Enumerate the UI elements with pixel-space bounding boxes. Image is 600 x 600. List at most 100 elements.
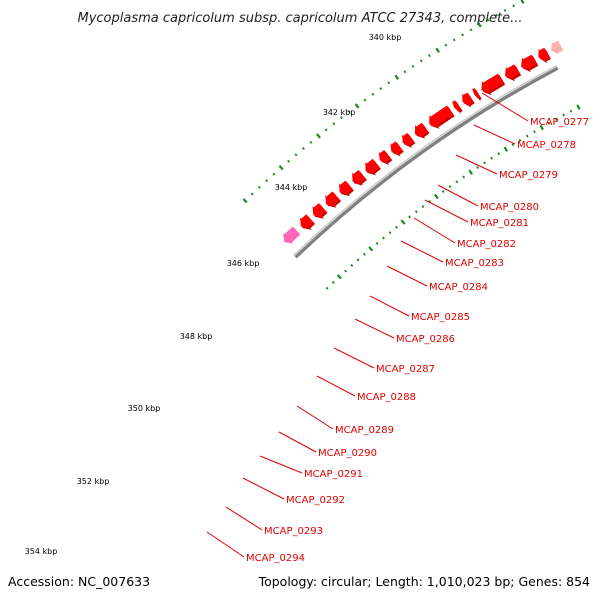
gene-label: MCAP_0291 <box>304 469 363 480</box>
scale-tick <box>278 165 284 171</box>
gene-arrow <box>505 64 520 80</box>
kbp-label: 348 kbp <box>180 332 213 341</box>
gene-features <box>283 40 564 244</box>
gene-label: MCAP_0279 <box>499 170 558 181</box>
scale-tick <box>344 269 348 273</box>
topology-text: Topology: circular; Length: 1,010,023 bp… <box>258 574 590 589</box>
gene-leader-line <box>242 477 285 500</box>
accession-text: Accession: NC_007633 <box>8 574 150 589</box>
gene-leader-line <box>424 199 469 223</box>
gene-label: MCAP_0290 <box>318 448 377 459</box>
gene-leader-line <box>206 531 245 558</box>
gene-arrow <box>352 169 366 185</box>
scale-tick <box>356 258 360 262</box>
scale-tick <box>421 205 425 209</box>
scale-tick <box>533 130 536 134</box>
gene-leader-line <box>481 92 529 122</box>
gene-leader-line <box>369 295 410 317</box>
gene-arrow <box>325 191 340 207</box>
scale-tick <box>448 185 452 189</box>
scale-tick <box>371 92 375 96</box>
scale-tick <box>301 147 305 150</box>
scale-tick <box>395 225 398 229</box>
scale-tick <box>336 274 342 280</box>
gene-label: MCAP_0283 <box>445 258 504 269</box>
scale-tick <box>400 219 406 225</box>
scale-tick <box>525 134 529 138</box>
gene-arrow <box>462 92 474 107</box>
scale-tick <box>382 236 385 240</box>
kbp-label: 346 kbp <box>227 259 260 268</box>
scale-tick <box>394 74 400 81</box>
gene-arrow <box>415 122 428 138</box>
scale-tick <box>461 33 465 37</box>
scale-tick <box>495 13 498 17</box>
gene-arrow <box>538 47 550 62</box>
inner-scale-ring <box>325 104 581 290</box>
scale-tick <box>518 138 522 142</box>
gene-label: MCAP_0277 <box>530 117 589 128</box>
scale-tick <box>468 169 473 175</box>
gene-label: MCAP_0281 <box>470 218 529 229</box>
gene-label: MCAP_0288 <box>357 392 416 403</box>
gene-leader-line <box>225 506 263 531</box>
gene-leader-line <box>400 240 444 263</box>
gene-arrow <box>401 132 414 147</box>
gene-leader-line <box>278 431 317 453</box>
gene-label: MCAP_0293 <box>264 526 323 537</box>
kbp-label: 350 kbp <box>128 404 161 413</box>
gene-leader-line <box>455 154 498 175</box>
scale-tick <box>411 64 415 68</box>
scale-tick <box>242 198 248 204</box>
gene-label: MCAP_0292 <box>286 495 345 506</box>
scale-tick <box>287 159 291 163</box>
scale-tick <box>368 246 374 252</box>
gene-label: MCAP_0287 <box>376 364 435 375</box>
scale-tick <box>257 185 261 189</box>
scale-tick <box>520 0 525 4</box>
gene-leader-line <box>386 265 428 287</box>
gene-leader-line <box>354 318 395 339</box>
gene-leader-line <box>259 455 303 474</box>
scale-tick <box>490 156 494 160</box>
scale-tick <box>309 140 313 144</box>
kbp-label: 342 kbp <box>323 108 356 117</box>
scale-tick <box>511 143 515 147</box>
gene-arrow <box>451 100 462 113</box>
gene-leader-line <box>316 375 356 397</box>
scale-tick <box>294 153 298 157</box>
scale-tick <box>434 193 439 200</box>
scale-tick <box>354 103 360 109</box>
scale-tick <box>388 231 392 235</box>
gene-label: MCAP_0285 <box>411 312 470 323</box>
scale-tick <box>462 175 466 179</box>
gene-label: MCAP_0282 <box>457 239 516 250</box>
gene-arrow <box>521 54 537 71</box>
scale-tick <box>375 241 379 245</box>
scale-tick <box>435 47 440 54</box>
scale-tick <box>316 133 321 139</box>
scale-tick <box>476 166 480 170</box>
scale-tick <box>455 180 459 184</box>
scale-tick <box>512 4 515 8</box>
map-title: Mycoplasma capricolum subsp. capricolum … <box>78 11 523 26</box>
gene-arrow-partial <box>283 226 301 244</box>
gene-arrow <box>365 158 380 174</box>
scale-tick <box>503 8 507 12</box>
scale-tick <box>403 70 407 74</box>
gene-arrow <box>481 73 504 94</box>
gene-labels: MCAP_0277 MCAP_0278 MCAP_0279 MCAP_0280 MCAP… <box>246 117 589 564</box>
gene-arrow <box>429 105 454 128</box>
kbp-label: 344 kbp <box>275 183 308 192</box>
gene-label: MCAP_0289 <box>335 425 394 436</box>
scale-tick <box>350 263 354 267</box>
scale-tick <box>347 110 351 114</box>
gene-leader-line <box>437 184 479 207</box>
scale-tick <box>414 210 418 214</box>
scale-tick <box>379 87 383 91</box>
scale-tick <box>444 43 448 47</box>
scale-tick <box>569 109 573 113</box>
gene-label: MCAP_0294 <box>246 553 305 564</box>
gene-leader-line <box>333 347 375 369</box>
scale-tick <box>554 117 558 121</box>
